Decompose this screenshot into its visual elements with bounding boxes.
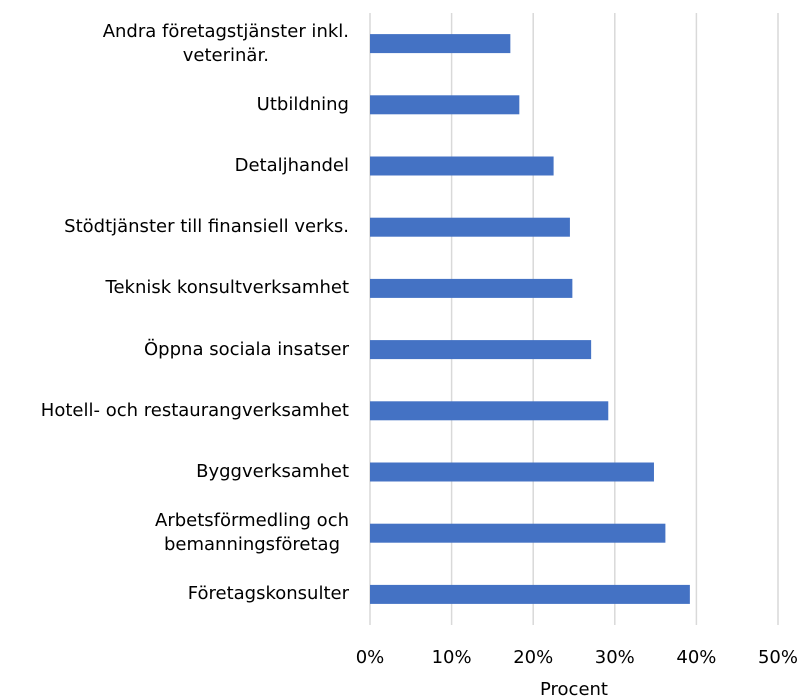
category-text: Stödtjänster till finansiell verks. bbox=[64, 216, 349, 238]
category-text: Hotell- och restaurangverksamhet bbox=[40, 399, 349, 421]
bar bbox=[370, 278, 573, 298]
x-tick-label: 30% bbox=[595, 647, 635, 668]
x-tick-label: 10% bbox=[432, 647, 472, 668]
bar bbox=[370, 401, 609, 421]
x-tick-label: 40% bbox=[676, 647, 716, 668]
y-tick-label: Andra företagstjänster inkl. veterinär. bbox=[103, 20, 349, 68]
category-text: Arbetsförmedling och bemanningsföretag bbox=[155, 510, 349, 556]
bar bbox=[370, 584, 690, 604]
y-tick-label: Detaljhandel bbox=[235, 154, 349, 178]
category-text: Teknisk konsultverksamhet bbox=[105, 277, 349, 299]
y-tick-label: Öppna sociala insatser bbox=[144, 338, 349, 362]
bar bbox=[370, 95, 520, 115]
bar bbox=[370, 462, 654, 482]
y-tick-label: Hotell- och restaurangverksamhet bbox=[41, 399, 349, 423]
y-tick-label: Utbildning bbox=[257, 93, 349, 117]
category-text: Företagskonsulter bbox=[187, 583, 349, 605]
bar bbox=[370, 340, 592, 360]
bar bbox=[370, 34, 511, 54]
y-tick-label: Teknisk konsultverksamhet bbox=[106, 276, 349, 300]
x-tick-label: 50% bbox=[758, 647, 798, 668]
category-text: Detaljhandel bbox=[234, 155, 349, 176]
x-tick-label: 20% bbox=[513, 647, 553, 668]
category-text: Andra företagstjänster inkl. veterinär. bbox=[102, 20, 349, 66]
x-axis-title: Procent bbox=[540, 679, 608, 700]
y-tick-label: Företagskonsulter bbox=[188, 582, 349, 606]
category-text: Byggverksamhet bbox=[196, 461, 349, 482]
y-tick-label: Arbetsförmedling och bemanningsföretag bbox=[155, 509, 349, 557]
x-tick-label: 0% bbox=[356, 647, 385, 668]
y-tick-label: Byggverksamhet bbox=[196, 460, 349, 484]
category-text: Utbildning bbox=[256, 93, 349, 115]
y-tick-label: Stödtjänster till finansiell verks. bbox=[64, 215, 349, 239]
bar bbox=[370, 156, 554, 176]
category-text: Öppna sociala insatser bbox=[144, 338, 349, 360]
bar bbox=[370, 523, 666, 543]
bar bbox=[370, 217, 570, 237]
